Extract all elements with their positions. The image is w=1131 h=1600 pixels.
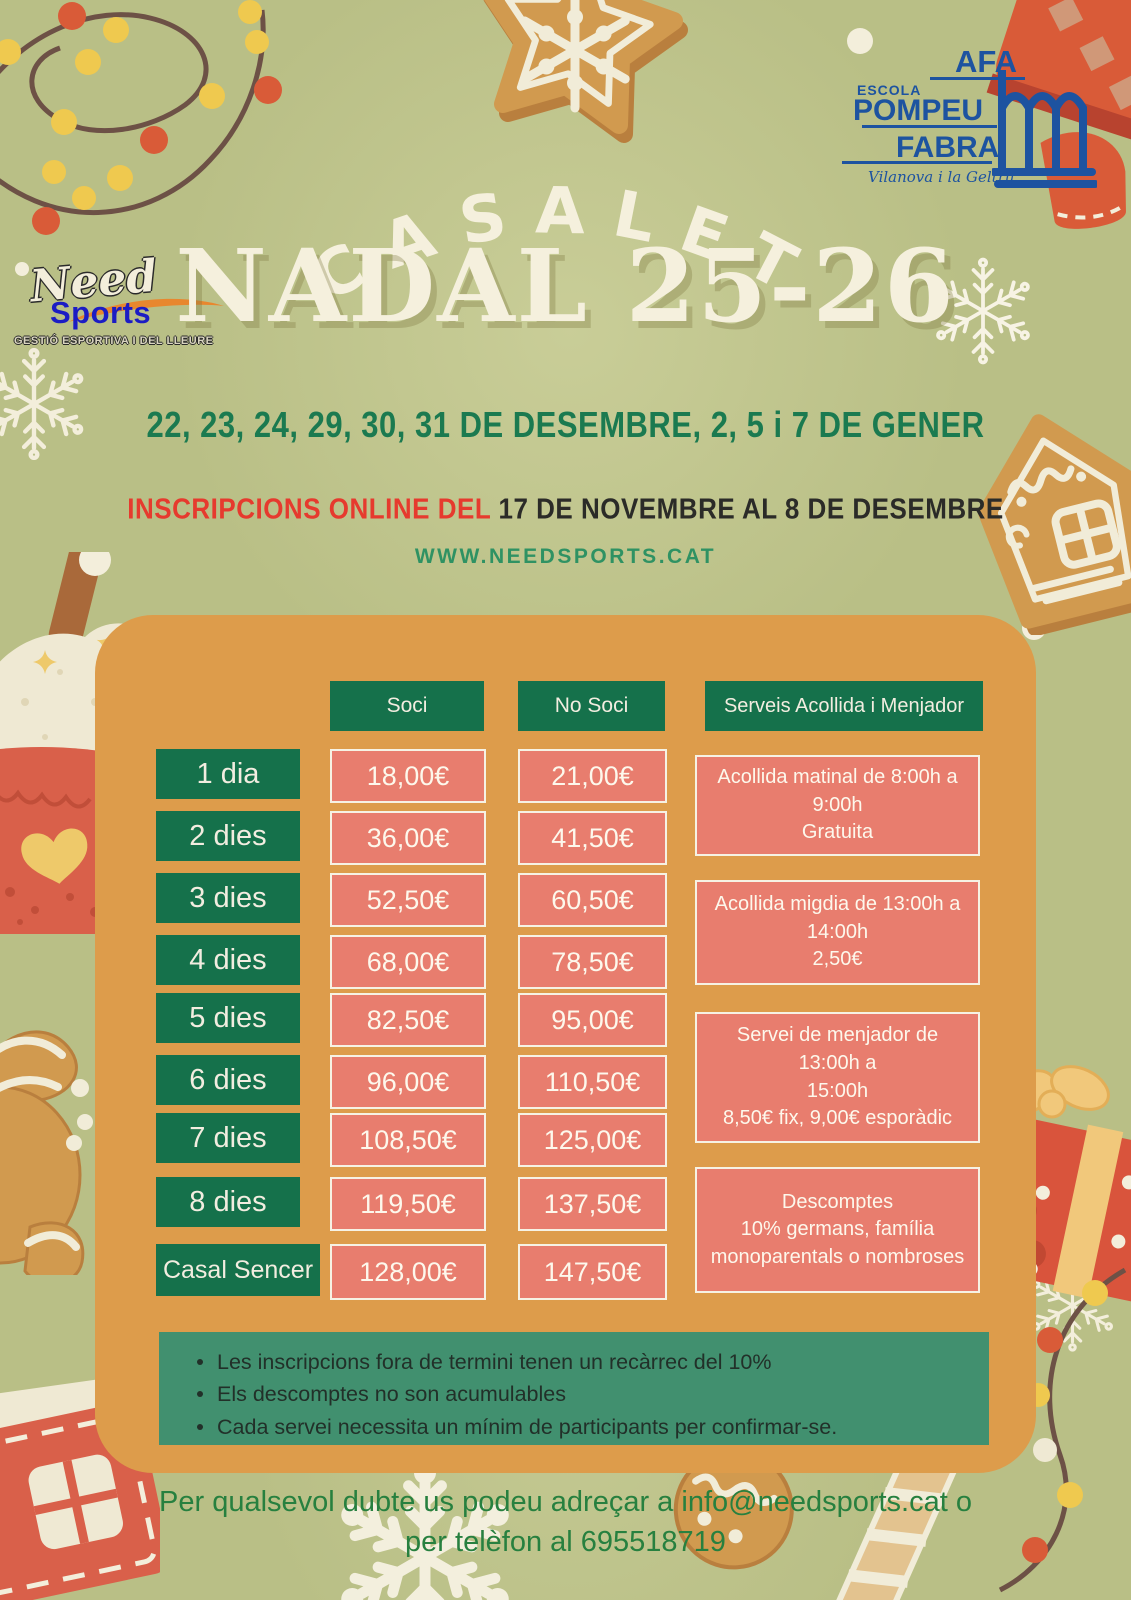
bullet-icon [197,1423,203,1430]
row-label: 1 dia [156,749,300,799]
price-no-soci: 41,50€ [518,811,667,865]
afa-rule [842,161,992,164]
row-label: 6 dies [156,1055,300,1105]
string-lights-bottom-right [998,1267,1127,1593]
service-line: monoparentals o nombroses [710,1245,965,1268]
row-label: Casal Sencer [156,1244,320,1296]
row-label: 4 dies [156,935,300,985]
table-row: 6 dies 96,00€ 110,50€ [95,1055,1036,1109]
deco-dot [847,28,873,54]
note-text: Les inscripcions fora de termini tenen u… [217,1350,772,1374]
column-header-no-soci: No Soci [518,681,665,731]
service-line: 14:00h [806,920,869,943]
bullet-icon [197,1359,203,1365]
price-soci: 128,00€ [330,1244,486,1300]
gingerbread-star-cookie [483,0,688,143]
note-text: Cada servei necessita un mínim de partic… [217,1414,838,1439]
sports-text: Sports [50,295,152,330]
page-title: NADAL 25-26 [175,227,956,345]
service-line: Acollida migdia de 13:00h a [714,893,961,916]
dates-line: 22, 23, 24, 29, 30, 31 DE DESEMBRE, 2, 5… [146,404,985,446]
price-no-soci: 78,50€ [518,935,667,989]
row-label: 3 dies [156,873,300,923]
service-line: Descomptes [781,1190,894,1213]
price-no-soci: 21,00€ [518,749,667,803]
row-label: 7 dies [156,1113,300,1163]
service-line: 15:00h [806,1079,869,1102]
registration-line: INSCRIPCIONS ONLINE DEL 17 DE NOVEMBRE A… [0,492,1131,526]
column-header-serveis: Serveis Acollida i Menjador [705,681,983,731]
website-url: WWW.NEEDSPORTS.CAT [414,545,717,568]
column-header-soci: Soci [330,681,484,731]
price-soci: 108,50€ [330,1113,486,1167]
service-box-acollida-matinal: Acollida matinal de 8:00h a 9:00h Gratui… [695,755,980,856]
service-box-acollida-migdia: Acollida migdia de 13:00h a 14:00h 2,50€ [695,880,980,985]
title-arc: CASALET [301,174,805,317]
afa-city-text: Vilanova i la Geltrú [868,168,1015,186]
price-soci: 119,50€ [330,1177,486,1231]
needsports-logo: Need Sports GESTIÓ ESPORTIVA I DEL LLEUR… [14,251,229,357]
price-soci: 96,00€ [330,1055,486,1109]
service-line: 8,50€ fix, 9,00€ esporàdic [722,1107,953,1130]
row-label: 2 dies [156,811,300,861]
deco-dot [15,262,29,276]
registration-prefix: INSCRIPCIONS ONLINE DEL [127,492,491,525]
table-row: 3 dies 52,50€ 60,50€ [95,873,1036,927]
price-no-soci: 110,50€ [518,1055,667,1109]
price-soci: 52,50€ [330,873,486,927]
table-row: 1 dia 18,00€ 21,00€ [95,749,1036,803]
afa-fabra-text: FABRA [896,131,1000,164]
note-text: Els descomptes no son acumulables [217,1382,566,1407]
price-no-soci: 60,50€ [518,873,667,927]
contact-line-2: per telèfon al 695518719 [405,1526,726,1559]
service-line: 9:00h [812,793,863,816]
price-soci: 68,00€ [330,935,486,989]
table-row: 8 dies 119,50€ 137,50€ [95,1177,1036,1231]
service-line: Acollida matinal de 8:00h a [717,766,958,789]
afa-arches-icon [992,70,1097,188]
service-line: Servei de menjador de 13:00h a [736,1024,939,1074]
afa-rule [862,125,997,128]
table-row: 7 dies 108,50€ 125,00€ [95,1113,1036,1167]
contact-footer: Per qualsevol dubte us podeu adreçar a i… [0,1482,1131,1562]
note-item: Els descomptes no son acumulables [197,1378,989,1410]
gingerbread-house-cookie [978,414,1131,635]
notes-box: Les inscripcions fora de termini tenen u… [159,1332,989,1445]
gingerbread-man-cookie [0,1030,93,1275]
needsports-tagline: GESTIÓ ESPORTIVA I DEL LLEURE [14,335,214,347]
table-row: 2 dies 36,00€ 41,50€ [95,811,1036,865]
string-lights-top-left [0,0,282,235]
row-label: 5 dies [156,993,300,1043]
price-soci: 36,00€ [330,811,486,865]
table-row: Casal Sencer 128,00€ 147,50€ [95,1244,1036,1300]
needsports-swoosh-icon [68,298,224,322]
service-line: 10% germans, família [740,1218,935,1241]
service-line: 2,50€ [812,948,863,971]
afa-org-text: AFA [955,44,1017,79]
service-line: Gratuita [801,821,874,844]
price-soci: 18,00€ [330,749,486,803]
table-row: 5 dies 82,50€ 95,00€ [95,993,1036,1047]
registration-period: 17 DE NOVEMBRE AL 8 DE DESEMBRE [498,492,1004,525]
note-item: Les inscripcions fora de termini tenen u… [197,1346,989,1378]
afa-pompeu-fabra-logo: AFA ESCOLA POMPEU FABRA Vilanova i la Ge… [820,30,1120,200]
afa-rule [930,77,1025,80]
price-no-soci: 147,50€ [518,1244,667,1300]
bullet-icon [197,1391,203,1398]
service-box-descomptes: Descomptes 10% germans, família monopare… [695,1167,980,1293]
row-label: 8 dies [156,1177,300,1227]
afa-pompeu-text: POMPEU [853,94,984,127]
afa-escola-text: ESCOLA [857,82,922,98]
price-soci: 82,50€ [330,993,486,1047]
note-item: Cada servei necessita un mínim de partic… [197,1411,989,1443]
table-row: 4 dies 68,00€ 78,50€ [95,935,1036,989]
price-no-soci: 125,00€ [518,1113,667,1167]
contact-line-1: Per qualsevol dubte us podeu adreçar a i… [159,1486,972,1518]
price-no-soci: 95,00€ [518,993,667,1047]
service-box-menjador: Servei de menjador de 13:00h a 15:00h 8,… [695,1012,980,1143]
pricing-panel: Soci No Soci Serveis Acollida i Menjador… [95,615,1036,1473]
price-no-soci: 137,50€ [518,1177,667,1231]
